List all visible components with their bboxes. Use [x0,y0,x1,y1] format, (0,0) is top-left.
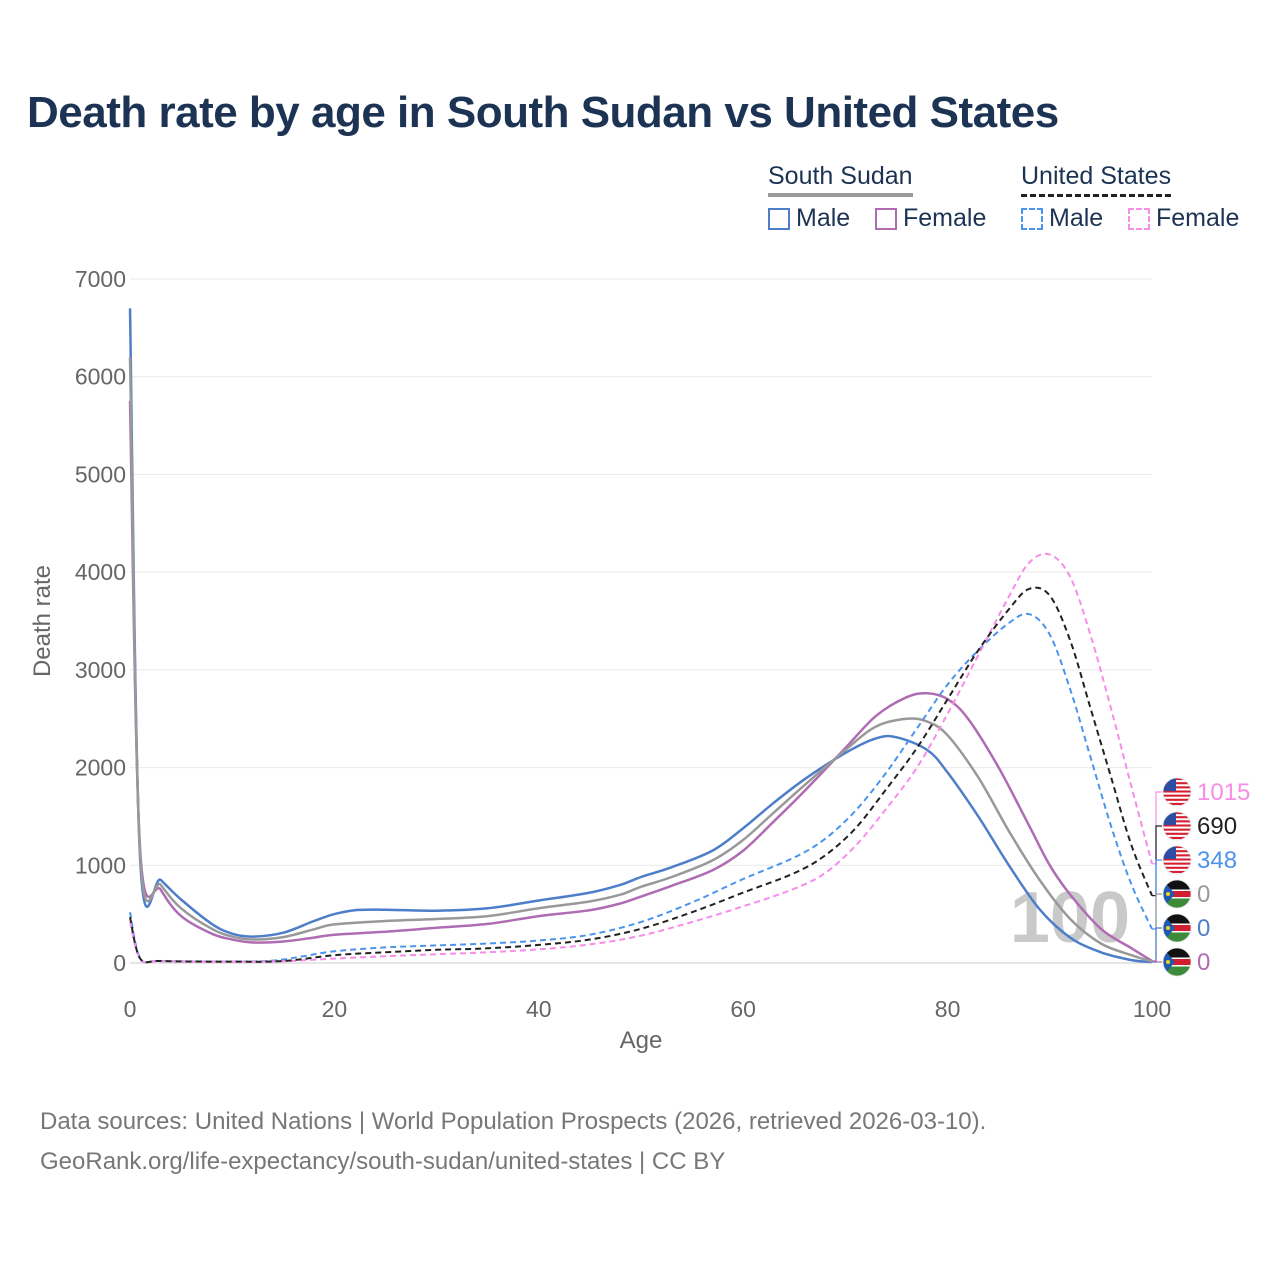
legend-line-south-sudan [768,193,913,197]
legend-item-south-sudan-female[interactable]: Female [875,204,986,233]
y-axis: 0 1000 2000 3000 4000 5000 6000 7000 [75,266,126,976]
end-label-value: 348 [1197,847,1237,874]
legend-group-south-sudan-title: South Sudan [768,162,913,197]
x-tick-label: 0 [124,996,137,1022]
y-tick-label: 0 [113,950,126,976]
end-label-connector [1152,960,1162,963]
chart-title: Death rate by age in South Sudan vs Unit… [27,88,1059,137]
x-tick-label: 80 [935,996,961,1022]
series-south-sudan-male [128,308,1153,964]
y-tick-label: 4000 [75,559,126,585]
legend-line-united-states [1021,194,1172,197]
source-line: Data sources: United Nations | World Pop… [40,1108,987,1135]
series-united-states-male [129,612,1153,964]
grid [130,278,1152,964]
y-tick-label: 2000 [75,755,126,781]
end-label-connector [1152,927,1162,963]
legend-item-south-sudan-male[interactable]: Male [768,204,850,233]
source-url[interactable]: GeoRank.org/life-expectancy/south-sudan/… [40,1148,726,1175]
legend-swatch [875,207,897,230]
y-tick-label: 5000 [75,461,126,487]
x-tick-label: 100 [1133,996,1171,1022]
legend-item-united-states-female[interactable]: Female [1128,204,1239,233]
legend-item-united-states-male[interactable]: Male [1021,204,1103,233]
x-axis-label: Age [620,1027,663,1054]
end-label-value: 0 [1197,949,1210,976]
x-axis: 0 20 40 60 80 100 [124,996,1172,1022]
y-tick-label: 3000 [75,657,126,683]
us-flag-icon [1162,845,1192,875]
y-axis-label: Death rate [29,565,56,677]
series-united-states-female [129,552,1153,964]
legend-swatch [1128,207,1150,230]
south-sudan-flag-icon [1162,879,1192,909]
end-label-value: 1015 [1197,779,1250,806]
y-tick-label: 7000 [75,266,126,292]
end-label-value: 0 [1197,915,1210,942]
us-flag-icon [1162,777,1192,807]
us-flag-icon [1162,811,1192,841]
end-label-value: 690 [1197,813,1237,840]
x-tick-label: 20 [322,996,348,1022]
south-sudan-flag-icon [1162,947,1192,977]
legend-swatch [1021,207,1043,230]
legend-group-united-states-title: United States [1021,162,1172,197]
south-sudan-flag-icon [1162,913,1192,943]
end-labels: 1015 690 348 0 0 0 [1152,777,1250,977]
y-tick-label: 1000 [75,852,126,878]
end-label-connector [1152,791,1162,865]
legend-swatch [768,207,790,230]
series-lines [128,308,1153,964]
series-south-sudan-female [128,401,1153,963]
end-label-connector [1152,825,1162,897]
y-tick-label: 6000 [75,364,126,390]
series-united-states-total [129,586,1153,964]
x-tick-label: 60 [730,996,756,1022]
series-south-sudan-total [128,357,1153,963]
end-label-value: 0 [1197,881,1210,908]
x-tick-label: 40 [526,996,552,1022]
